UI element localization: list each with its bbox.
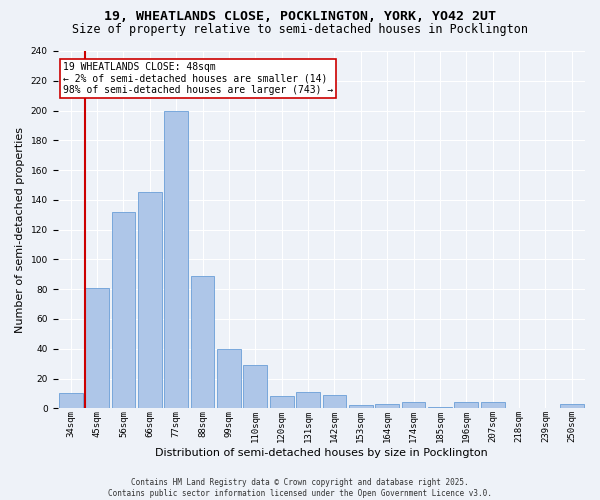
Bar — [323, 395, 346, 408]
Bar — [191, 276, 214, 408]
Y-axis label: Number of semi-detached properties: Number of semi-detached properties — [15, 126, 25, 332]
Text: Contains HM Land Registry data © Crown copyright and database right 2025.
Contai: Contains HM Land Registry data © Crown c… — [108, 478, 492, 498]
Bar — [454, 402, 478, 408]
Text: Size of property relative to semi-detached houses in Pocklington: Size of property relative to semi-detach… — [72, 22, 528, 36]
Bar — [560, 404, 584, 408]
Bar — [59, 394, 83, 408]
Bar — [164, 110, 188, 408]
Bar — [112, 212, 136, 408]
Bar — [402, 402, 425, 408]
Text: 19, WHEATLANDS CLOSE, POCKLINGTON, YORK, YO42 2UT: 19, WHEATLANDS CLOSE, POCKLINGTON, YORK,… — [104, 10, 496, 23]
Bar — [376, 404, 399, 408]
Bar — [428, 407, 452, 408]
X-axis label: Distribution of semi-detached houses by size in Pocklington: Distribution of semi-detached houses by … — [155, 448, 488, 458]
Bar — [296, 392, 320, 408]
Bar — [244, 365, 267, 408]
Bar — [270, 396, 293, 408]
Bar — [138, 192, 162, 408]
Bar — [481, 402, 505, 408]
Text: 19 WHEATLANDS CLOSE: 48sqm
← 2% of semi-detached houses are smaller (14)
98% of : 19 WHEATLANDS CLOSE: 48sqm ← 2% of semi-… — [63, 62, 333, 95]
Bar — [85, 288, 109, 408]
Bar — [349, 406, 373, 408]
Bar — [217, 349, 241, 408]
